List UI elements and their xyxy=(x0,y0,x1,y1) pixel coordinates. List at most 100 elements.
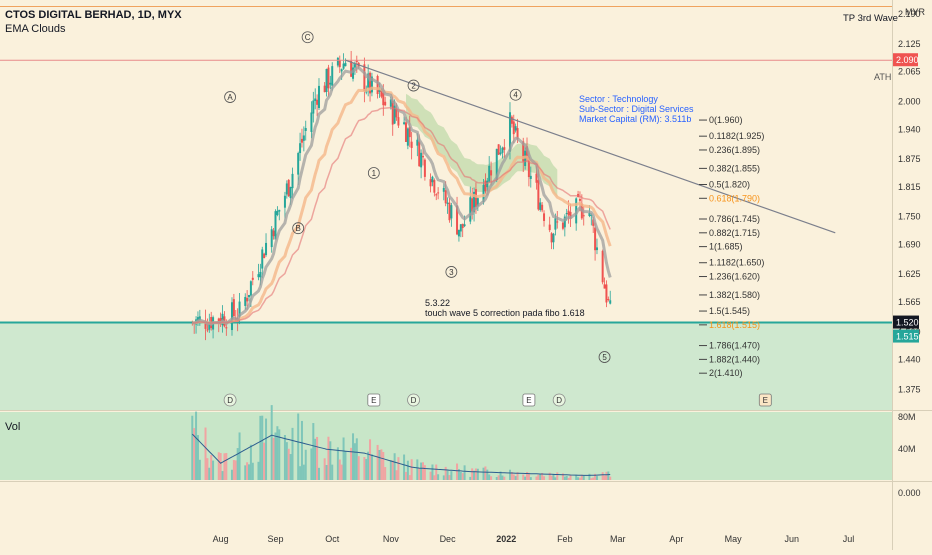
time-tick-label: Oct xyxy=(325,534,340,544)
candle-body xyxy=(474,189,477,208)
candle-body xyxy=(230,302,233,331)
candle-body xyxy=(499,152,502,155)
volume-bar xyxy=(289,454,292,480)
volume-tick-label: 80M xyxy=(898,412,916,422)
candle-body xyxy=(567,210,570,216)
price-tick-label: 2.190 xyxy=(898,9,921,19)
earnings-marker xyxy=(367,393,381,407)
volume-bar xyxy=(473,470,476,480)
candle-body xyxy=(350,60,353,77)
fib-label: 0.1182(1.925) xyxy=(709,131,764,141)
candle-body xyxy=(344,62,347,67)
candle-body xyxy=(529,175,532,179)
volume-bar xyxy=(378,450,381,480)
volume-bar xyxy=(588,473,591,480)
candle-body xyxy=(609,300,612,304)
volume-bar xyxy=(550,475,553,480)
earnings-marker xyxy=(758,393,772,407)
candle-body xyxy=(238,301,241,317)
time-tick-label: Apr xyxy=(669,534,683,544)
last-price-badge: 1.520 xyxy=(896,318,919,328)
wave-label: B xyxy=(296,224,301,233)
volume-bar xyxy=(270,405,273,480)
volume-bar xyxy=(338,459,341,480)
candle-body xyxy=(565,212,568,214)
candle-body xyxy=(431,176,434,183)
candle-body xyxy=(469,197,472,222)
time-tick-label: Jul xyxy=(843,534,855,544)
price-tick-label: 1.815 xyxy=(898,182,921,192)
volume-bar xyxy=(397,457,400,480)
volume-bar xyxy=(225,453,228,480)
volume-bar xyxy=(569,475,572,480)
low-price-badge-bg xyxy=(893,329,919,343)
candle-body xyxy=(569,211,572,219)
wave-label: 1 xyxy=(372,169,377,178)
volume-bar xyxy=(418,468,421,480)
volume-label: Vol xyxy=(5,421,21,433)
candle-body xyxy=(497,144,500,155)
sector-info: Sector : Technology Sub-Sector : Digital… xyxy=(579,94,694,124)
fib-label: 1.236(1.620) xyxy=(709,272,760,282)
candle-body xyxy=(563,216,566,228)
volume-bar xyxy=(278,429,281,480)
candle-body xyxy=(603,284,606,289)
volume-bar xyxy=(329,441,332,480)
fib-label: 1.786(1.470) xyxy=(709,341,760,351)
volume-bar xyxy=(512,474,515,480)
event-marker-label: D xyxy=(556,396,562,405)
candle-body xyxy=(367,73,370,89)
volume-bar xyxy=(325,464,328,480)
volume-bar xyxy=(312,423,315,480)
ath-price-badge-bg xyxy=(893,53,918,67)
candle-body xyxy=(484,180,487,192)
candle-body xyxy=(329,82,332,85)
candle-body xyxy=(404,122,407,142)
ath-price-badge: 2.090 xyxy=(896,55,919,65)
fib-label: 0.618(1.790) xyxy=(709,193,760,203)
last-price-badge-bg xyxy=(893,315,919,329)
sub-sector-line: Sub-Sector : Digital Services xyxy=(579,104,694,114)
volume-bar xyxy=(291,427,294,480)
candle-body xyxy=(276,210,279,215)
candle-body xyxy=(325,69,328,93)
event-marker-label: D xyxy=(411,396,417,405)
candle-body xyxy=(340,69,343,72)
candle-body xyxy=(508,112,511,152)
dividend-marker xyxy=(552,393,566,407)
volume-bar xyxy=(601,472,604,480)
volume-bar xyxy=(204,427,207,480)
volume-bar xyxy=(367,451,370,480)
candle-body xyxy=(287,179,290,197)
volume-bar xyxy=(355,438,358,480)
candle-body xyxy=(448,202,451,221)
candle-body xyxy=(395,108,398,118)
candle-body xyxy=(297,153,300,175)
volume-bar xyxy=(514,476,517,480)
volume-bar xyxy=(578,477,581,480)
volume-bar xyxy=(327,436,330,480)
volume-bar xyxy=(543,476,546,480)
candle-body xyxy=(444,190,447,204)
fib-label: 1.5(1.545) xyxy=(709,306,750,316)
trendline xyxy=(345,59,836,234)
volume-bar xyxy=(274,432,277,480)
low-price-badge: 1.515 xyxy=(896,332,919,342)
candle-body xyxy=(338,60,341,68)
volume-bar xyxy=(575,475,578,480)
time-tick-label: Nov xyxy=(383,534,400,544)
volume-bar xyxy=(283,435,286,480)
volume-bar xyxy=(594,473,597,480)
wave-label: 5 xyxy=(602,353,607,362)
volume-bar xyxy=(420,462,423,480)
candle-body xyxy=(550,233,553,243)
candle-body xyxy=(217,318,220,322)
volume-bar xyxy=(471,468,474,480)
candle-body xyxy=(257,274,260,278)
wave-label: 3 xyxy=(449,268,454,277)
candle-body xyxy=(389,99,392,107)
volume-bar xyxy=(297,413,300,480)
volume-bar xyxy=(607,471,610,480)
wave-label: A xyxy=(227,93,233,102)
